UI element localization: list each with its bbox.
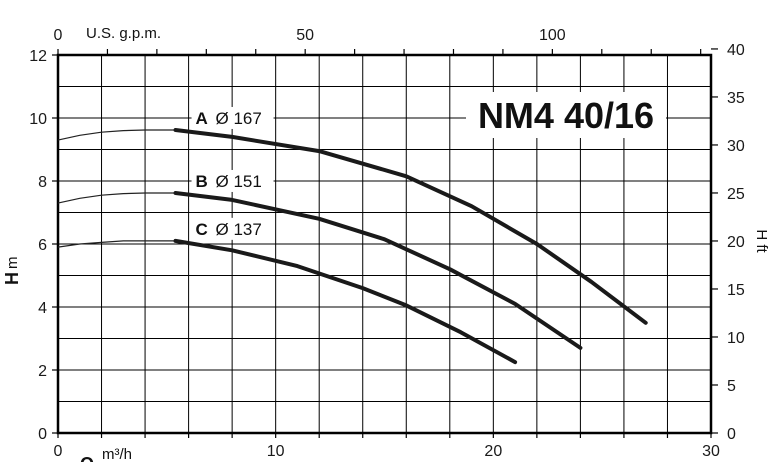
y2-tick-label: 35 bbox=[727, 90, 745, 107]
curve-a-low-flow bbox=[57, 129, 176, 141]
y-tick-label: 12 bbox=[29, 48, 47, 65]
x-axis-unit: m³/h bbox=[102, 446, 132, 462]
x-tick-label: 10 bbox=[267, 443, 285, 460]
curve-diameter-b: Ø 151 bbox=[216, 172, 262, 191]
y2-tick-label: 15 bbox=[727, 282, 745, 299]
curve-label-b: B bbox=[196, 172, 208, 191]
axis-ticks: 0 10 20 30 0 2 4 6 8 10 12 0 50 100 0 5 10 15 20 25 30 35 40 bbox=[29, 27, 745, 460]
curve-b-low-flow bbox=[57, 192, 176, 204]
x2-tick-label: 100 bbox=[539, 27, 566, 44]
y2-tick-label: 0 bbox=[727, 426, 736, 443]
y2-tick-label: 20 bbox=[727, 234, 745, 251]
y2-tick-label: 10 bbox=[727, 330, 745, 347]
y-axis-symbol: H bbox=[2, 272, 22, 285]
y2-tick-label: 25 bbox=[727, 186, 745, 203]
x2-tick-label: 50 bbox=[296, 27, 314, 44]
y2-tick-label: 5 bbox=[727, 378, 736, 395]
curve-c-low-flow bbox=[57, 240, 176, 248]
x-tick-label: 30 bbox=[702, 443, 720, 460]
x-axis-symbol: Q bbox=[80, 454, 94, 462]
y-tick-label: 4 bbox=[38, 300, 47, 317]
y2-tick-label: 30 bbox=[727, 138, 745, 155]
y-tick-label: 8 bbox=[38, 174, 47, 191]
curve-diameter-a: Ø 167 bbox=[216, 109, 262, 128]
curve-a bbox=[173, 128, 648, 325]
top-axis-title: U.S. g.p.m. bbox=[86, 25, 161, 42]
curve-label-a: A bbox=[196, 109, 208, 128]
title-backdrop bbox=[466, 92, 666, 138]
curve-label-backdrop bbox=[191, 169, 274, 192]
curve-label-backdrop bbox=[191, 217, 274, 240]
chart-title: NM4 40/16 bbox=[478, 95, 654, 136]
right-axis-title: H ft bbox=[753, 229, 770, 253]
performance-curves bbox=[57, 128, 648, 365]
curve-label-c: C bbox=[196, 220, 208, 239]
y-tick-label: 6 bbox=[38, 237, 47, 254]
left-axis-title: H m bbox=[2, 257, 22, 286]
curve-labels: A Ø 167 B Ø 151 C Ø 137 bbox=[191, 106, 274, 240]
y2-axis-label: H ft bbox=[753, 229, 770, 253]
curve-c bbox=[173, 238, 518, 365]
y-tick-label: 2 bbox=[38, 363, 47, 380]
x-tick-label: 0 bbox=[54, 443, 63, 460]
y2-tick-label: 40 bbox=[727, 42, 745, 59]
y-tick-label: 10 bbox=[29, 111, 47, 128]
curve-label-backdrop bbox=[191, 106, 274, 129]
curve-diameter-c: Ø 137 bbox=[216, 220, 262, 239]
curve-b bbox=[173, 191, 583, 350]
y-tick-label: 0 bbox=[38, 426, 47, 443]
x-tick-label: 20 bbox=[484, 443, 502, 460]
y-axis-unit: m bbox=[4, 257, 21, 270]
x2-tick-label: 0 bbox=[54, 27, 63, 44]
